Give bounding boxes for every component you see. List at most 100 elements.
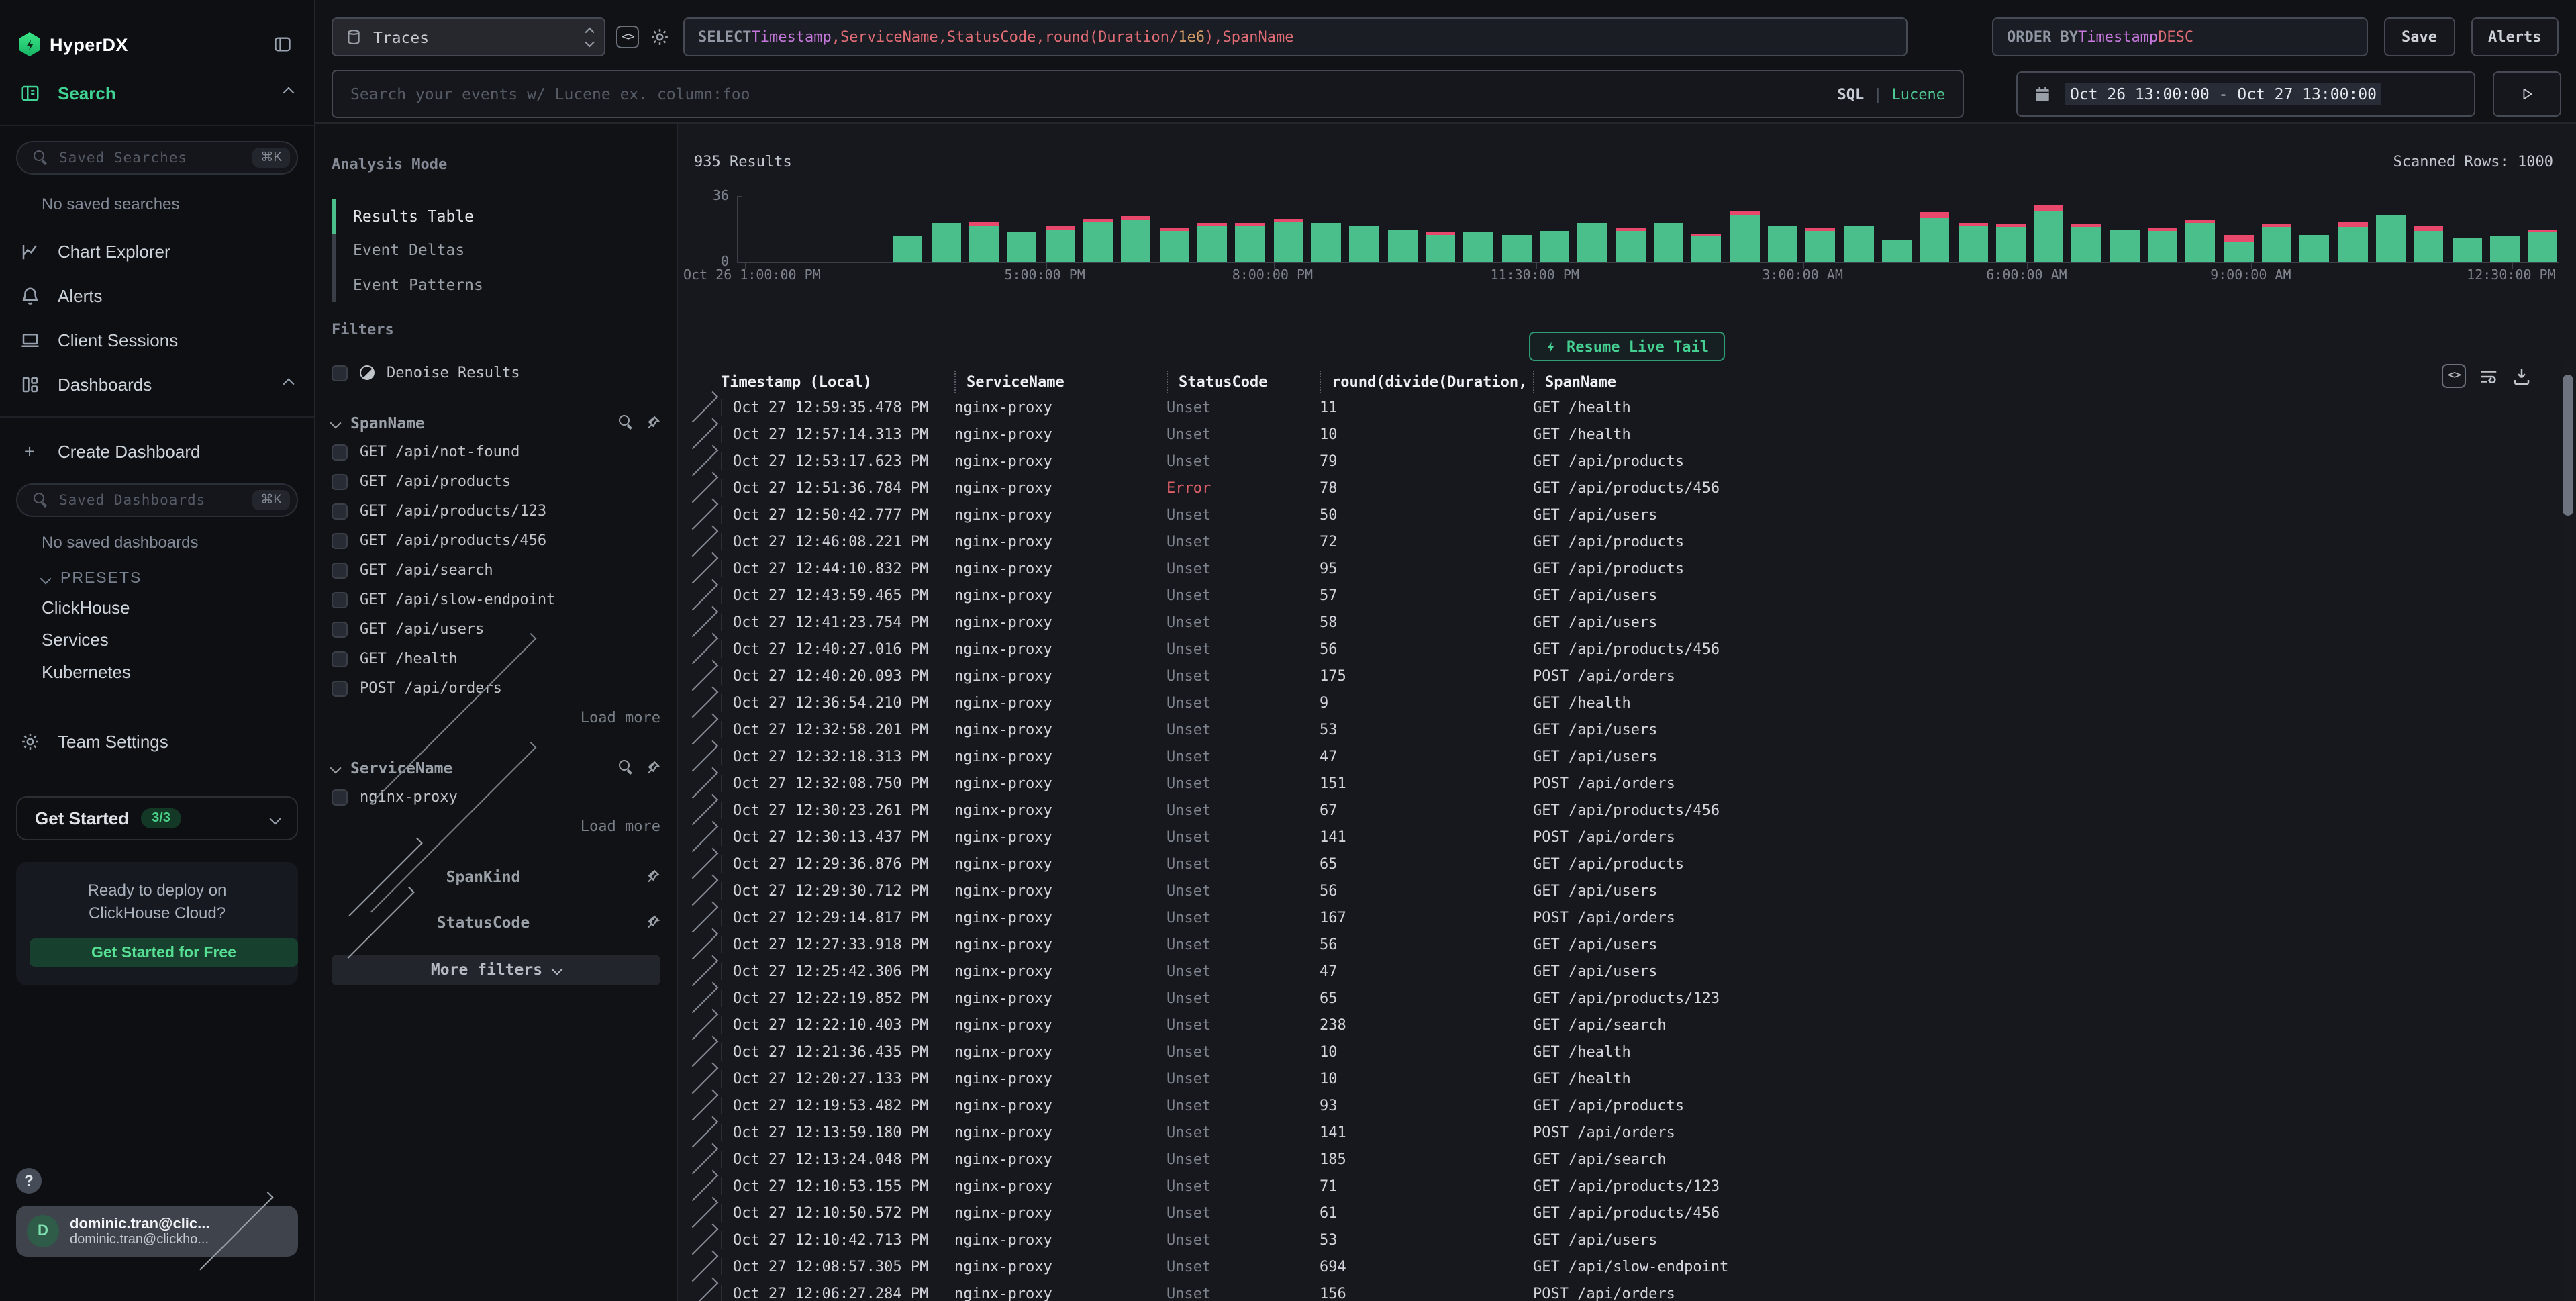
load-more-button[interactable]: Load more bbox=[332, 703, 660, 732]
results-histogram[interactable]: 36 0 bbox=[737, 197, 2559, 263]
pin-icon[interactable] bbox=[644, 868, 660, 884]
table-row[interactable]: Oct 27 12:13:24.048 PMnginx-proxyUnset18… bbox=[678, 1145, 2557, 1172]
table-row[interactable]: Oct 27 12:32:18.313 PMnginx-proxyUnset47… bbox=[678, 742, 2557, 769]
expand-row-icon[interactable] bbox=[685, 430, 721, 438]
checkbox-icon[interactable] bbox=[332, 473, 348, 489]
expand-row-icon[interactable] bbox=[685, 1235, 721, 1243]
checkbox-icon[interactable] bbox=[332, 562, 348, 578]
table-row[interactable]: Oct 27 12:46:08.221 PMnginx-proxyUnset72… bbox=[678, 528, 2557, 555]
analysis-mode-item[interactable]: Event Patterns bbox=[332, 267, 660, 301]
table-row[interactable]: Oct 27 12:57:14.313 PMnginx-proxyUnset10… bbox=[678, 420, 2557, 447]
table-row[interactable]: Oct 27 12:21:36.435 PMnginx-proxyUnset10… bbox=[678, 1038, 2557, 1065]
expand-row-icon[interactable] bbox=[685, 591, 721, 599]
expand-row-icon[interactable] bbox=[685, 1155, 721, 1163]
source-select[interactable]: Traces bbox=[332, 17, 605, 56]
expand-row-icon[interactable] bbox=[685, 1047, 721, 1055]
filter-group-servicename[interactable]: ServiceName bbox=[332, 757, 660, 778]
table-row[interactable]: Oct 27 12:22:10.403 PMnginx-proxyUnset23… bbox=[678, 1011, 2557, 1038]
saved-dashboards-input[interactable]: Saved Dashboards ⌘K bbox=[16, 483, 298, 517]
expand-row-icon[interactable] bbox=[685, 1208, 721, 1216]
expand-row-icon[interactable] bbox=[685, 1074, 721, 1082]
lucene-toggle[interactable]: Lucene bbox=[1892, 85, 1946, 103]
expand-row-icon[interactable] bbox=[685, 1262, 721, 1270]
table-row[interactable]: Oct 27 12:29:36.876 PMnginx-proxyUnset65… bbox=[678, 850, 2557, 877]
expand-row-icon[interactable] bbox=[685, 832, 721, 840]
expand-row-icon[interactable] bbox=[685, 1128, 721, 1136]
presets-toggle[interactable]: PRESETS bbox=[42, 571, 314, 587]
table-row[interactable]: Oct 27 12:13:59.180 PMnginx-proxyUnset14… bbox=[678, 1118, 2557, 1145]
orderby-expression-input[interactable]: ORDER BY Timestamp DESC bbox=[1992, 17, 2368, 56]
table-row[interactable]: Oct 27 12:43:59.465 PMnginx-proxyUnset57… bbox=[678, 581, 2557, 608]
preset-dashboard-item[interactable]: Services bbox=[42, 630, 314, 651]
checkbox-icon[interactable] bbox=[332, 621, 348, 637]
expand-row-icon[interactable] bbox=[685, 886, 721, 894]
preset-dashboard-item[interactable]: Kubernetes bbox=[42, 662, 314, 683]
expand-row-icon[interactable] bbox=[685, 483, 721, 491]
expand-row-icon[interactable] bbox=[685, 671, 721, 679]
expand-row-icon[interactable] bbox=[685, 1182, 721, 1190]
expand-row-icon[interactable] bbox=[685, 537, 721, 545]
checkbox-icon[interactable] bbox=[332, 789, 348, 805]
table-row[interactable]: Oct 27 12:40:20.093 PMnginx-proxyUnset17… bbox=[678, 662, 2557, 689]
analysis-mode-item[interactable]: Event Deltas bbox=[332, 233, 660, 267]
collapse-sidebar-icon[interactable] bbox=[273, 35, 293, 54]
more-filters-button[interactable]: More filters bbox=[332, 954, 660, 985]
pin-icon[interactable] bbox=[644, 914, 660, 930]
table-row[interactable]: Oct 27 12:50:42.777 PMnginx-proxyUnset50… bbox=[678, 501, 2557, 528]
get-started-free-button[interactable]: Get Started for Free bbox=[30, 938, 298, 967]
run-query-button[interactable] bbox=[2493, 71, 2561, 117]
sidebar-item-dashboards[interactable]: Dashboards bbox=[0, 369, 314, 399]
checkbox-icon[interactable] bbox=[332, 365, 348, 381]
table-row[interactable]: Oct 27 12:59:35.478 PMnginx-proxyUnset11… bbox=[678, 393, 2557, 420]
save-button[interactable]: Save bbox=[2384, 17, 2455, 56]
select-expression-input[interactable]: SELECT Timestamp,ServiceName,StatusCode,… bbox=[683, 17, 1908, 56]
user-menu[interactable]: D dominic.tran@clic... dominic.tran@clic… bbox=[16, 1206, 298, 1257]
table-row[interactable]: Oct 27 12:20:27.133 PMnginx-proxyUnset10… bbox=[678, 1065, 2557, 1092]
search-icon[interactable] bbox=[619, 415, 634, 430]
expand-row-icon[interactable] bbox=[685, 967, 721, 975]
get-started-box[interactable]: Get Started 3/3 bbox=[16, 796, 298, 840]
table-row[interactable]: Oct 27 12:06:27.284 PMnginx-proxyUnset15… bbox=[678, 1280, 2557, 1301]
table-row[interactable]: Oct 27 12:40:27.016 PMnginx-proxyUnset56… bbox=[678, 635, 2557, 662]
expand-row-icon[interactable] bbox=[685, 806, 721, 814]
col-servicename[interactable]: ServiceName bbox=[954, 371, 1167, 393]
filter-checkbox-item[interactable]: GET /api/products/456 bbox=[332, 526, 660, 555]
table-row[interactable]: Oct 27 12:36:54.210 PMnginx-proxyUnset9G… bbox=[678, 689, 2557, 716]
pin-icon[interactable] bbox=[644, 759, 660, 775]
filter-checkbox-item[interactable]: GET /api/slow-endpoint bbox=[332, 585, 660, 614]
col-timestamp[interactable]: Timestamp (Local) bbox=[721, 371, 954, 393]
resume-live-tail-button[interactable]: Resume Live Tail bbox=[1529, 332, 1725, 361]
sidebar-item-search[interactable]: Search bbox=[0, 78, 314, 107]
table-row[interactable]: Oct 27 12:27:33.918 PMnginx-proxyUnset56… bbox=[678, 930, 2557, 957]
expand-row-icon[interactable] bbox=[685, 994, 721, 1002]
scrollbar-track[interactable] bbox=[2563, 363, 2573, 1301]
filter-group-spanname[interactable]: SpanName bbox=[332, 412, 660, 433]
checkbox-icon[interactable] bbox=[332, 591, 348, 608]
expand-row-icon[interactable] bbox=[685, 752, 721, 760]
expand-row-icon[interactable] bbox=[685, 403, 721, 411]
create-dashboard-button[interactable]: + Create Dashboard bbox=[0, 436, 314, 466]
denoise-results-checkbox[interactable]: Denoise Results bbox=[332, 358, 660, 387]
sql-toggle[interactable]: SQL bbox=[1838, 85, 1865, 103]
alerts-button[interactable]: Alerts bbox=[2471, 17, 2559, 56]
col-statuscode[interactable]: StatusCode bbox=[1167, 371, 1320, 393]
checkbox-icon[interactable] bbox=[332, 444, 348, 460]
sidebar-item-client-sessions[interactable]: Client Sessions bbox=[0, 325, 314, 354]
table-row[interactable]: Oct 27 12:53:17.623 PMnginx-proxyUnset79… bbox=[678, 447, 2557, 474]
table-row[interactable]: Oct 27 12:25:42.306 PMnginx-proxyUnset47… bbox=[678, 957, 2557, 984]
expand-row-icon[interactable] bbox=[685, 779, 721, 787]
expand-row-icon[interactable] bbox=[685, 564, 721, 572]
scrollbar-thumb[interactable] bbox=[2563, 375, 2573, 516]
expand-row-icon[interactable] bbox=[685, 913, 721, 921]
expand-row-icon[interactable] bbox=[685, 618, 721, 626]
checkbox-icon[interactable] bbox=[332, 650, 348, 667]
col-duration[interactable]: round(divide(Duration, bbox=[1320, 371, 1533, 393]
table-row[interactable]: Oct 27 12:08:57.305 PMnginx-proxyUnset69… bbox=[678, 1253, 2557, 1280]
chevron-up-icon[interactable] bbox=[283, 87, 295, 99]
col-spanname[interactable]: SpanName bbox=[1533, 371, 2557, 393]
table-row[interactable]: Oct 27 12:41:23.754 PMnginx-proxyUnset58… bbox=[678, 608, 2557, 635]
help-button[interactable]: ? bbox=[16, 1168, 42, 1194]
sidebar-item-alerts[interactable]: Alerts bbox=[0, 281, 314, 310]
table-row[interactable]: Oct 27 12:30:23.261 PMnginx-proxyUnset67… bbox=[678, 796, 2557, 823]
expand-row-icon[interactable] bbox=[685, 1101, 721, 1109]
